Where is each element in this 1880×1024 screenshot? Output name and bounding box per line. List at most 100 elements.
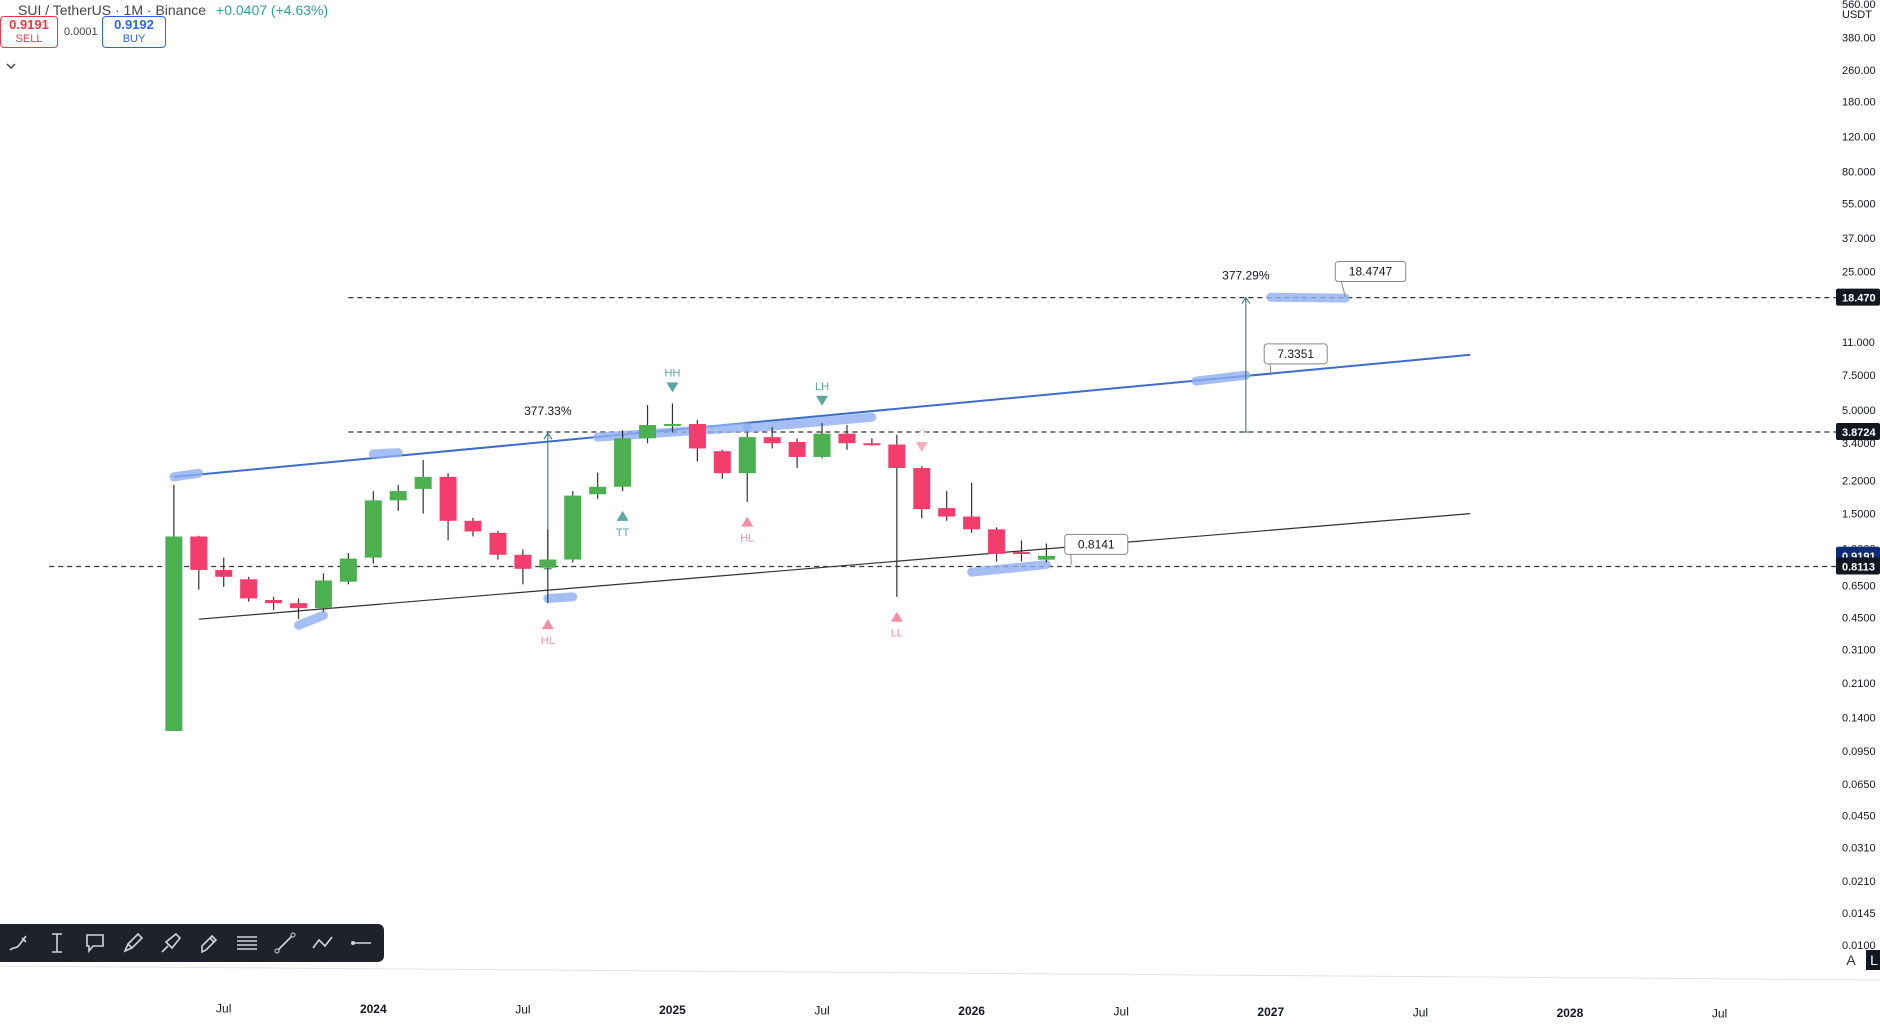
- candle-body: [215, 569, 233, 577]
- price-axis-tick: 55.000: [1842, 199, 1876, 211]
- pivot-label: ??: [916, 427, 928, 439]
- price-axis-tick: 0.4500: [1842, 612, 1876, 624]
- auto-scale-button[interactable]: A: [1846, 952, 1856, 968]
- pivot-marker-down: [816, 395, 829, 406]
- brush-tool[interactable]: [0, 924, 38, 962]
- candle: [688, 420, 706, 462]
- marker-tool[interactable]: [190, 924, 228, 962]
- price-label-pointer: [1070, 554, 1072, 565]
- brush-tool-icon: [9, 935, 27, 951]
- highlighter-tool-icon: [161, 932, 182, 953]
- time-axis-tick: Jul: [1712, 1006, 1727, 1020]
- price-label-pointer: [1269, 363, 1272, 376]
- candle-body: [639, 425, 657, 439]
- candle: [763, 427, 781, 449]
- candle-body: [339, 558, 357, 582]
- candle: [888, 434, 906, 597]
- candle: [738, 431, 756, 502]
- upper-channel-trendline: [173, 353, 1471, 478]
- time-axis-tick: Jul: [1114, 1005, 1129, 1019]
- spread-value: 0.0001: [64, 26, 98, 38]
- pivot-label: HH: [665, 367, 681, 379]
- price-axis-tick: 1.5000: [1842, 509, 1876, 521]
- highlight-stroke: [294, 610, 328, 630]
- candle: [813, 423, 831, 459]
- candle: [913, 466, 931, 519]
- price-label-pointer: [1340, 281, 1347, 298]
- sell-button[interactable]: 0.9191 SELL: [0, 16, 58, 48]
- log-scale-button[interactable]: L: [1866, 950, 1880, 970]
- horizontal-ray-tool[interactable]: [342, 924, 380, 962]
- candle: [963, 482, 981, 533]
- candle: [389, 484, 407, 511]
- candle: [190, 535, 208, 590]
- pen-tool[interactable]: [114, 924, 152, 962]
- candle-body: [439, 476, 457, 521]
- time-axis-tick: 2028: [1557, 1006, 1584, 1020]
- buy-price: 0.9192: [114, 17, 154, 32]
- candle-body: [314, 580, 332, 609]
- price-axis-tick: 80.000: [1842, 166, 1876, 178]
- price-axis-tick: 11.000: [1842, 337, 1875, 349]
- measure-arrowhead: [543, 432, 553, 440]
- highlight-stroke: [169, 468, 204, 482]
- price-change: +0.0407 (+4.63%): [216, 2, 329, 18]
- time-axis-tick: Jul: [1413, 1006, 1428, 1020]
- pivot-marker-up: [541, 619, 554, 630]
- sell-label: SELL: [15, 33, 43, 45]
- candle: [639, 405, 657, 444]
- price-axis-tick: 120.00: [1842, 132, 1876, 144]
- price-marker-tag: [1836, 557, 1880, 575]
- chevron-down-icon[interactable]: [0, 58, 22, 76]
- trend-line-tool-icon: [274, 932, 296, 954]
- price-axis-tick: 260.00: [1842, 65, 1876, 77]
- measure-arrowhead: [1241, 296, 1251, 304]
- candle: [314, 573, 332, 612]
- price-label-box: [1064, 533, 1129, 555]
- highlighter-tool[interactable]: [152, 924, 190, 962]
- price-axis-tick: 3.4000: [1842, 438, 1876, 450]
- time-axis-tick: 2024: [360, 1002, 387, 1016]
- pivot-marker-up: [741, 516, 754, 527]
- buy-button[interactable]: 0.9192 BUY: [102, 16, 166, 48]
- highlight-stroke: [967, 560, 1051, 577]
- path-tool-icon: [312, 936, 333, 949]
- price-label-text: 7.3351: [1277, 347, 1314, 361]
- candle-body: [190, 536, 208, 570]
- trend-line-tool[interactable]: [266, 924, 304, 962]
- path-tool[interactable]: [304, 924, 342, 962]
- callout-tool[interactable]: [76, 924, 114, 962]
- pen-tool-icon: [123, 932, 144, 953]
- highlight-stroke: [1266, 292, 1351, 303]
- candle-body: [938, 508, 956, 517]
- price-axis-tick: 5.0000: [1842, 405, 1876, 417]
- candle-body: [614, 438, 632, 487]
- text-cursor-tool[interactable]: [38, 924, 76, 962]
- candle: [1037, 543, 1055, 563]
- candle: [838, 425, 856, 450]
- candle-body: [963, 516, 981, 530]
- price-axis-tick: 0.0450: [1842, 810, 1876, 822]
- candle: [514, 549, 532, 585]
- candle: [663, 403, 681, 433]
- candle: [988, 527, 1006, 562]
- time-axis-border: [0, 965, 1880, 981]
- candle: [414, 459, 432, 514]
- time-axis-tick: Jul: [515, 1003, 530, 1017]
- pivot-marker-down: [666, 382, 679, 393]
- candle-body: [1012, 552, 1030, 555]
- candle: [240, 576, 258, 602]
- candle-body: [364, 500, 382, 558]
- price-axis-tick: 2.2000: [1842, 476, 1876, 488]
- time-axis-tick: Jul: [216, 1002, 231, 1016]
- horizontal-ray-tool-icon: [351, 941, 371, 945]
- horizontal-lines-tool[interactable]: [228, 924, 266, 962]
- candle-body: [888, 444, 906, 468]
- highlight-stroke: [1191, 370, 1251, 386]
- time-axis-tick: 2025: [659, 1003, 686, 1017]
- price-label-text: 0.8141: [1078, 537, 1115, 551]
- pivot-marker-up: [616, 510, 629, 521]
- price-axis-tick: 7.5000: [1842, 370, 1876, 382]
- price-axis-tick: 0.6500: [1842, 581, 1876, 593]
